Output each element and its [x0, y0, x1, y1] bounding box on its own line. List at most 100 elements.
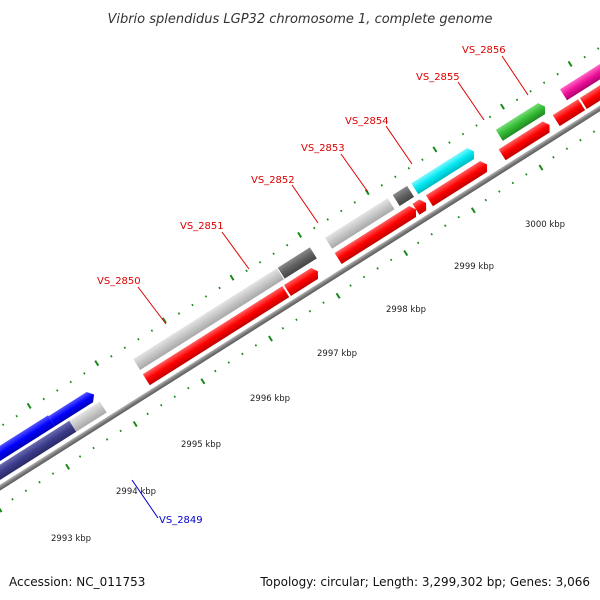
cds-row2-navy[interactable]: [0, 420, 77, 495]
minor-tick: [285, 243, 289, 247]
minor-tick: [83, 372, 86, 375]
minor-tick: [498, 190, 501, 193]
cds-vs2851-darkgray[interactable]: [277, 247, 317, 279]
minor-tick: [42, 397, 45, 401]
minor-tick: [592, 130, 596, 133]
minor-tick: [340, 209, 343, 213]
minor-tick: [511, 181, 515, 185]
cds-vs2853-red[interactable]: [412, 197, 429, 215]
gene-label-vs2855[interactable]: VS_2855: [416, 72, 460, 83]
reverse-strand: [0, 65, 600, 495]
minor-tick: [380, 184, 384, 187]
minor-tick: [110, 355, 113, 358]
major-tick: [470, 207, 476, 214]
cds-vs2850-gray[interactable]: [133, 268, 284, 371]
minor-tick: [119, 429, 122, 433]
tick-label-2998: 2998 kbp: [386, 305, 426, 315]
minor-tick: [56, 389, 59, 392]
minor-tick: [416, 241, 420, 245]
minor-tick: [218, 286, 221, 290]
minor-tick: [51, 472, 55, 475]
minor-tick: [78, 455, 82, 458]
minor-tick: [484, 198, 488, 202]
cds-vs2856-magenta[interactable]: [560, 51, 600, 101]
cds-vs2851-red[interactable]: [283, 266, 321, 297]
minor-tick: [191, 303, 194, 307]
cds-vs2852-gray[interactable]: [325, 198, 395, 249]
cds-row2-gray-vs2849[interactable]: [69, 401, 107, 432]
major-tick: [500, 103, 505, 110]
cds-vs2855-red[interactable]: [498, 119, 553, 161]
minor-tick: [389, 258, 393, 262]
gene-label-vs2852[interactable]: VS_2852: [251, 175, 295, 186]
minor-tick: [146, 412, 149, 416]
major-tick: [335, 292, 341, 299]
minor-tick: [214, 369, 217, 373]
minor-tick: [254, 344, 258, 347]
cds-row2-red-b[interactable]: [579, 65, 600, 110]
minor-tick: [444, 224, 447, 227]
gene-label-vs2851[interactable]: VS_2851: [180, 221, 224, 232]
gene-label-vs2854[interactable]: VS_2854: [345, 116, 389, 127]
minor-tick: [457, 215, 460, 219]
cds-vs2852-red[interactable]: [334, 204, 420, 264]
minor-tick: [529, 90, 532, 93]
minor-tick: [69, 380, 72, 384]
cds-vs2854-red[interactable]: [425, 159, 490, 207]
minor-tick: [313, 226, 316, 230]
major-tick: [538, 164, 544, 171]
minor-tick: [376, 267, 379, 270]
tick-label-2995: 2995 kbp: [181, 440, 221, 450]
gene-label-vs2850[interactable]: VS_2850: [97, 276, 141, 287]
gene-label-vs2853[interactable]: VS_2853: [301, 143, 345, 154]
minor-tick: [461, 132, 465, 136]
cds-vs2855-green[interactable]: [495, 101, 549, 141]
major-tick: [268, 335, 273, 342]
cds-vs2849-arrow[interactable]: [48, 389, 98, 427]
minor-tick: [177, 312, 181, 315]
tick-label-2999: 2999 kbp: [454, 262, 494, 272]
minor-tick: [308, 309, 312, 313]
cds-vs2850-red[interactable]: [142, 286, 290, 386]
minor-tick: [394, 175, 397, 179]
minor-tick: [295, 318, 298, 322]
leader-vs2856: [501, 55, 529, 96]
forward-strand: [0, 51, 600, 482]
minor-tick: [150, 329, 154, 332]
gene-label-vs2849[interactable]: VS_2849: [159, 515, 203, 526]
cds-vs2853-darkgray[interactable]: [392, 185, 415, 207]
leader-vs2855: [457, 81, 485, 121]
kbp-labels: 2993 kbp 2994 kbp 2995 kbp 2996 kbp 2997…: [51, 220, 565, 544]
minor-tick: [525, 173, 528, 176]
minor-tick: [92, 446, 95, 450]
gene-label-vs2856[interactable]: VS_2856: [462, 45, 506, 56]
minor-tick: [11, 498, 14, 501]
leader-vs2853: [340, 153, 369, 193]
minor-tick: [353, 201, 356, 204]
cds-vs2849-upper[interactable]: [0, 415, 56, 482]
minor-tick: [105, 438, 109, 441]
gene-labels: VS_2849 VS_2850 VS_2851 VS_2852 VS_2853 …: [97, 45, 529, 526]
minor-tick: [583, 55, 586, 59]
major-tick: [567, 60, 573, 68]
minor-tick: [187, 386, 190, 390]
minor-tick: [38, 480, 41, 484]
minor-tick: [597, 47, 600, 50]
cds-row2-red-a[interactable]: [552, 99, 586, 127]
minor-tick: [430, 232, 433, 236]
major-tick: [200, 378, 206, 385]
minor-tick: [579, 138, 582, 142]
tick-label-2997: 2997 kbp: [317, 349, 357, 359]
minor-tick: [173, 395, 176, 398]
minor-tick: [258, 260, 262, 264]
minor-tick: [552, 156, 555, 159]
inner-tick-ring: [0, 130, 596, 513]
tick-label-2993: 2993 kbp: [51, 534, 91, 544]
minor-tick: [515, 98, 519, 102]
minor-tick: [565, 147, 569, 151]
genome-backbone: [0, 70, 600, 514]
minor-tick: [362, 275, 366, 279]
cds-vs2854-cyan[interactable]: [411, 146, 477, 195]
minor-tick: [272, 252, 275, 255]
leader-vs2851: [221, 231, 250, 270]
